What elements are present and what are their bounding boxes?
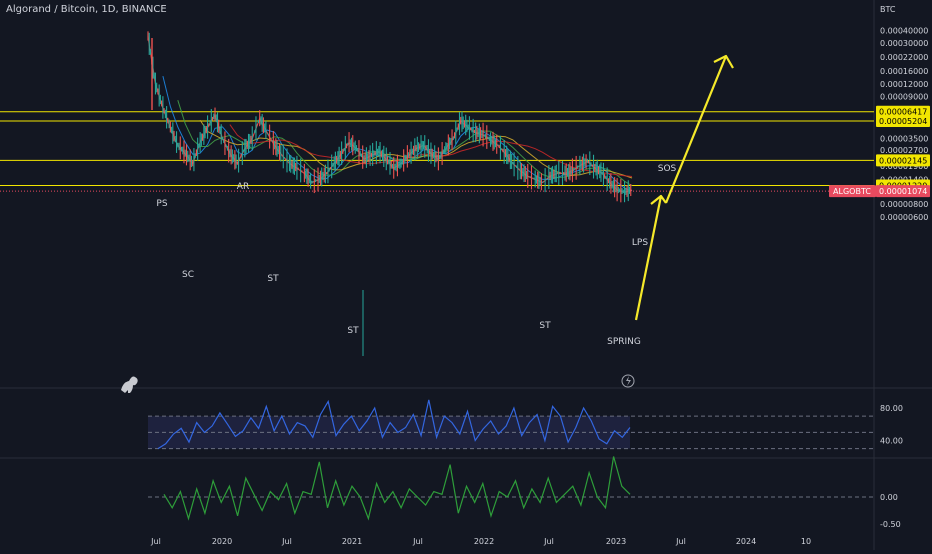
osc-line <box>163 456 631 521</box>
arrow-head-2 <box>713 54 734 69</box>
level-lines <box>0 111 874 192</box>
level-badge <box>876 105 930 118</box>
osc-axis-tick: 0.00 <box>880 493 898 502</box>
arrow-leg-1 <box>634 194 667 321</box>
icons <box>121 374 635 393</box>
current-price-badge <box>876 185 930 198</box>
price-axis[interactable]: BTC 0.00040000 0.00030000 0.00022000 0.00016… <box>829 5 930 222</box>
level-badge-label: 0.00005204 <box>879 117 927 126</box>
annotation-label: ST <box>347 326 359 336</box>
level-badge-label: 0.00002145 <box>879 156 927 165</box>
annotation-label: ST <box>539 321 551 331</box>
current-price-value: 0.00001074 <box>879 187 927 196</box>
time-axis-tick: Jul <box>150 537 161 546</box>
symbol-label: ALGOBTC <box>833 187 871 196</box>
time-axis-tick: 2020 <box>212 537 232 546</box>
price-axis-tick: 0.00016000 <box>880 67 928 76</box>
price-axis-tick: 0.00009000 <box>880 93 928 102</box>
annotation-label: SC <box>182 270 194 280</box>
osc-axis-tick: -0.50 <box>880 520 901 529</box>
level-badge <box>876 154 930 167</box>
annotation-label: SPRING <box>607 337 641 347</box>
level-badge <box>876 115 930 128</box>
price-axis-tick: 0.00003500 <box>880 135 928 144</box>
price-axis-tick: 0.00022000 <box>880 53 928 62</box>
price-axis-tick: 0.00030000 <box>880 39 928 48</box>
time-axis-tick: Jul <box>412 537 423 546</box>
time-axis-tick: 10 <box>801 537 811 546</box>
arrow-head-1 <box>650 195 662 205</box>
annotation-label: LPS <box>632 238 648 248</box>
price-axis-tick: 0.00012000 <box>880 80 928 89</box>
time-axis-tick: 2024 <box>736 537 756 546</box>
projection-arrow <box>634 54 734 321</box>
time-axis-tick: 2022 <box>474 537 494 546</box>
level-badge-label: 0.00006417 <box>879 108 927 117</box>
dino-logo-icon <box>121 376 138 393</box>
price-axis-tick: 0.00040000 <box>880 26 928 35</box>
rsi-axis-tick: 80.00 <box>880 404 903 413</box>
time-axis-tick: 2021 <box>342 537 362 546</box>
annotations: PS AR SC ST ST ST SPRING LPS SOS <box>156 164 676 347</box>
chart-title: Algorand / Bitcoin, 1D, BINANCE <box>6 4 167 15</box>
price-axis-tick: 0.00002700 <box>880 146 928 155</box>
oscillator-pane: 0.00 -0.50 <box>148 456 901 529</box>
arrow-leg-2 <box>664 55 728 204</box>
price-axis-tick: 0.00000600 <box>880 213 928 222</box>
price-axis-tick: 0.00000800 <box>880 200 928 209</box>
lightning-icon <box>621 374 635 388</box>
price-candles <box>147 31 633 356</box>
time-axis-tick: Jul <box>543 537 554 546</box>
lightning-bolt <box>626 376 631 386</box>
rsi-axis-tick: 40.00 <box>880 437 903 446</box>
time-axis-tick: 2023 <box>606 537 626 546</box>
rsi-pane: 80.00 40.00 <box>148 399 903 450</box>
time-axis-tick: Jul <box>675 537 686 546</box>
rsi-line <box>157 399 631 450</box>
time-axis-tick: Jul <box>281 537 292 546</box>
annotation-label: PS <box>156 199 167 209</box>
annotation-label: AR <box>237 182 249 192</box>
time-axis[interactable]: Jul 2020 Jul 2021 Jul 2022 Jul 2023 Jul 2024 10 <box>150 537 811 546</box>
symbol-badge <box>829 185 876 198</box>
annotation-label: ST <box>267 274 279 284</box>
annotation-label: SOS <box>658 164 677 174</box>
price-axis-unit: BTC <box>880 5 896 14</box>
